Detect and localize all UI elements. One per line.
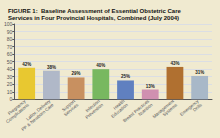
- svg-text:Systems: Systems: [162, 102, 179, 117]
- svg-text:Health: Health: [112, 98, 126, 111]
- svg-text:42%: 42%: [22, 62, 31, 67]
- svg-text:13%: 13%: [146, 84, 155, 89]
- svg-text:10: 10: [7, 89, 13, 95]
- svg-text:30: 30: [7, 74, 13, 80]
- svg-text:90: 90: [7, 29, 13, 35]
- svg-text:50: 50: [7, 59, 13, 65]
- svg-text:Labor, Delivery: Labor, Delivery: [25, 98, 52, 122]
- svg-text:40: 40: [7, 66, 13, 72]
- svg-text:Breast Practices: Breast Practices: [121, 98, 151, 124]
- svg-text:Education: Education: [110, 102, 129, 119]
- svg-text:38%: 38%: [47, 65, 56, 70]
- svg-text:Complications: Complications: [5, 102, 30, 125]
- svg-text:PP & Newborn Care: PP & Newborn Care: [20, 102, 55, 132]
- svg-text:25%: 25%: [121, 74, 130, 79]
- svg-text:29%: 29%: [72, 71, 81, 76]
- svg-text:100: 100: [4, 21, 13, 27]
- svg-text:Services: Services: [63, 102, 80, 117]
- svg-text:FIGURE 1: Baseline Assessment: FIGURE 1: Baseline Assessment of Essenti…: [8, 8, 182, 14]
- svg-text:40%: 40%: [96, 63, 105, 68]
- svg-text:31%: 31%: [195, 70, 204, 75]
- svg-text:80: 80: [7, 36, 13, 42]
- svg-text:70: 70: [7, 44, 13, 50]
- svg-text:Prevention: Prevention: [84, 102, 104, 120]
- svg-text:Pregnancy: Pregnancy: [7, 98, 27, 117]
- svg-text:Nutrition: Nutrition: [137, 102, 154, 117]
- svg-text:Drills: Drills: [192, 102, 203, 113]
- svg-text:Emergency: Emergency: [179, 98, 200, 117]
- svg-text:Infection: Infection: [84, 98, 101, 114]
- svg-text:0: 0: [10, 96, 13, 102]
- svg-text:43%: 43%: [170, 61, 179, 66]
- svg-text:Support: Support: [60, 98, 77, 113]
- svg-text:Services in Four Provincial Ho: Services in Four Provincial Hospitals, C…: [8, 15, 179, 21]
- svg-text:20: 20: [7, 81, 13, 87]
- svg-text:60: 60: [7, 51, 13, 57]
- svg-text:Management: Management: [151, 98, 175, 120]
